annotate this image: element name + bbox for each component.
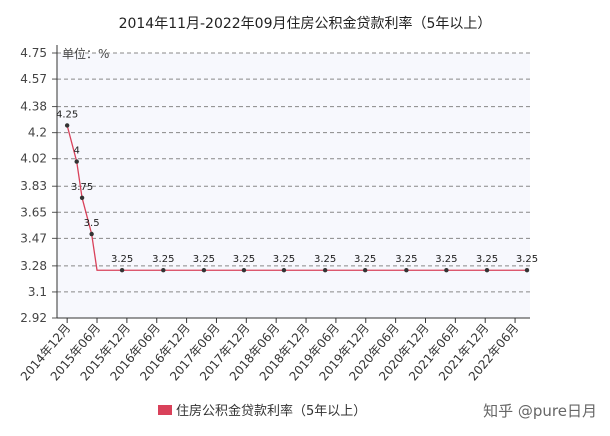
y-tick-label: 4.02 [20, 152, 47, 166]
point [161, 268, 166, 273]
y-tick-label: 3.1 [28, 285, 47, 299]
point [362, 268, 368, 273]
line [66, 125, 528, 271]
y-tick-label: 3.28 [20, 259, 47, 273]
point [119, 268, 125, 273]
data-label: 4.25 [56, 109, 78, 120]
point [201, 268, 207, 273]
point [79, 195, 85, 201]
data-label: 3.25 [395, 254, 417, 265]
point [89, 231, 94, 237]
legend-label: 住房公积金贷款利率（5年以上） [176, 403, 366, 419]
legend-swatch [158, 405, 172, 415]
data-label: 3.25 [435, 254, 457, 265]
point [404, 268, 409, 273]
point [241, 268, 247, 273]
watermark: 知乎 @pure日月 [483, 402, 597, 420]
y-tick-label: 4.75 [20, 46, 47, 60]
data-label: 3.5 [84, 218, 100, 229]
y-tick-label: 2.92 [20, 311, 47, 325]
point [64, 123, 70, 128]
data-label: 3.25 [314, 254, 336, 265]
data-label: 3.25 [273, 254, 295, 265]
y-tick-label: 3.65 [20, 205, 47, 219]
chart-title: 2014年11月-2022年09月住房公积金贷款利率（5年以上） [119, 15, 492, 32]
y-tick-label: 3.83 [20, 179, 47, 193]
data-label: 4 [74, 146, 80, 157]
data-label: 3.25 [476, 254, 498, 265]
data-label: 3.25 [193, 254, 215, 265]
plot-area [57, 53, 530, 318]
y-tick-label: 4.57 [20, 72, 47, 86]
data-label: 3.25 [516, 254, 538, 265]
point [444, 268, 449, 273]
data-label: 3.25 [111, 254, 133, 265]
y-tick-label: 3.47 [20, 231, 47, 245]
point [281, 268, 287, 273]
data-label: 3.75 [71, 182, 93, 193]
point [524, 268, 530, 273]
y-tick-label: 4.38 [20, 100, 47, 114]
point [484, 268, 490, 273]
data-label: 3.25 [354, 254, 376, 265]
y-tick-label: 4.2 [28, 126, 47, 140]
data-label: 3.25 [233, 254, 255, 265]
point [322, 268, 328, 273]
point [74, 159, 79, 164]
data-label: 3.25 [152, 254, 174, 265]
